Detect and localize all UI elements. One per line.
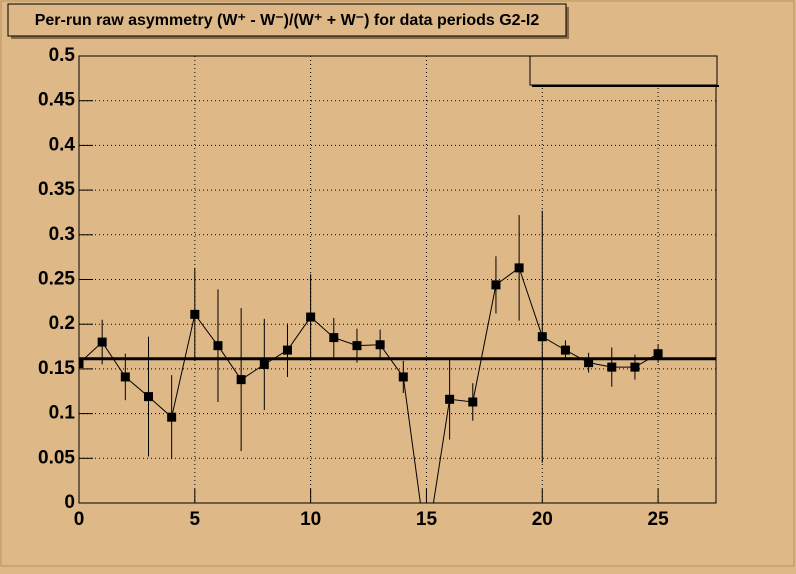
stats-box [529,55,718,86]
y-tick-label: 0.5 [49,45,76,66]
x-tick-label: 5 [190,509,201,530]
data-point [79,359,84,369]
x-tick-label: 25 [648,509,670,530]
chart-title: Per-run raw asymmetry (W⁺ - W⁻)/(W⁺ + W⁻… [35,12,540,29]
plot-frame [78,55,717,504]
stats-shadow [532,85,719,87]
x-tick-label: 20 [532,509,553,530]
y-tick-label: 0.05 [38,447,75,468]
data-point [120,372,130,382]
y-tick-label: 0.35 [38,179,75,200]
data-point [375,340,385,350]
y-tick-label: 0.3 [49,224,75,245]
data-point [491,280,501,290]
data-point [97,337,107,347]
data-point [445,394,455,404]
y-tick-label: 0.4 [49,134,76,155]
y-tick-label: 0 [64,492,75,513]
data-point [143,392,153,402]
y-tick-label: 0.45 [38,90,75,111]
data-point [630,362,640,372]
x-tick-label: 10 [300,509,321,530]
data-point [213,341,223,351]
data-point [514,263,524,273]
data-point [236,375,246,385]
data-point [653,349,663,359]
data-point [167,412,177,422]
data-point [352,341,362,351]
data-point [190,309,200,319]
y-tick-label: 0.1 [49,403,76,424]
x-tick-label: 15 [416,509,438,530]
data-point [398,372,408,382]
y-tick-label: 0.15 [38,358,75,379]
title-box [7,3,567,37]
x-tick-label: 0 [74,509,85,530]
data-point [306,312,316,322]
data-point [560,345,570,355]
data-point [607,362,617,372]
data-point [282,345,292,355]
data-point [584,358,594,368]
data-point [259,359,269,369]
y-tick-label: 0.25 [38,269,75,290]
data-point [468,397,478,407]
y-tick-label: 0.2 [49,313,75,334]
data-point [329,333,339,343]
